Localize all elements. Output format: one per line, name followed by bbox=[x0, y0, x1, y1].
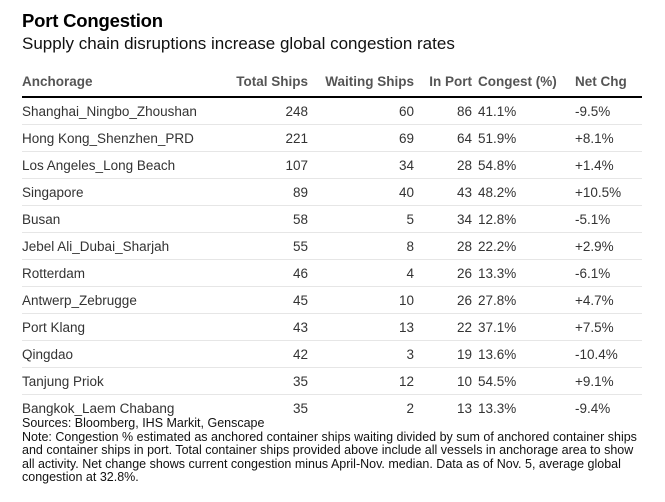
cell-waiting-ships: 4 bbox=[308, 259, 414, 287]
cell-in-port: 86 bbox=[414, 97, 472, 125]
cell-waiting-ships: 3 bbox=[308, 340, 414, 368]
cell-in-port: 22 bbox=[414, 313, 472, 341]
cell-net-change: -10.4% bbox=[575, 340, 642, 368]
table-row: Busan 58 5 34 12.8% -5.1% bbox=[22, 205, 642, 233]
table-row: Los Angeles_Long Beach 107 34 28 54.8% +1.4% bbox=[22, 151, 642, 179]
cell-in-port: 26 bbox=[414, 286, 472, 314]
cell-net-change: +1.4% bbox=[575, 151, 642, 179]
cell-waiting-ships: 40 bbox=[308, 178, 414, 206]
cell-congestion: 13.6% bbox=[472, 340, 575, 368]
cell-congestion: 27.8% bbox=[472, 286, 575, 314]
table-row: Jebel Ali_Dubai_Sharjah 55 8 28 22.2% +2.9% bbox=[22, 232, 642, 260]
cell-total-ships: 89 bbox=[222, 178, 308, 206]
table-row: Qingdao 42 3 19 13.6% -10.4% bbox=[22, 340, 642, 368]
cell-anchorage: Hong Kong_Shenzhen_PRD bbox=[22, 124, 222, 152]
cell-in-port: 13 bbox=[456, 400, 472, 416]
cell-net-change: +2.9% bbox=[575, 232, 642, 260]
table-row: Tanjung Priok 35 12 10 54.5% +9.1% bbox=[22, 367, 642, 395]
cell-net-change: +4.7% bbox=[575, 286, 642, 314]
table-row: Singapore 89 40 43 48.2% +10.5% bbox=[22, 178, 642, 206]
column-header-waiting-ships: Waiting Ships bbox=[308, 66, 414, 98]
table-body: Shanghai_Ningbo_Zhoushan 248 60 86 41.1% -9.5… bbox=[22, 97, 642, 421]
cell-net-change: -6.1% bbox=[575, 259, 642, 287]
cell-net-change: -5.1% bbox=[575, 205, 642, 233]
cell-net-change: +9.1% bbox=[575, 367, 642, 395]
cell-anchorage: Singapore bbox=[22, 178, 222, 206]
cell-in-port: 64 bbox=[414, 124, 472, 152]
cell-in-port: 28 bbox=[414, 151, 472, 179]
table-row: Rotterdam 46 4 26 13.3% -6.1% bbox=[22, 259, 642, 287]
table-row: Port Klang 43 13 22 37.1% +7.5% bbox=[22, 313, 642, 341]
cell-in-port: 34 bbox=[414, 205, 472, 233]
sources-text: Sources: Bloomberg, IHS Markit, Genscape bbox=[22, 416, 265, 430]
chart-footnotes: Sources: Bloomberg, IHS Markit, Genscape… bbox=[22, 416, 647, 485]
column-header-congestion: Congest (%) bbox=[472, 66, 575, 98]
cell-net-change: +8.1% bbox=[575, 124, 642, 152]
table-row: Shanghai_Ningbo_Zhoushan 248 60 86 41.1% -9.5… bbox=[22, 97, 642, 125]
cell-in-port: 19 bbox=[414, 340, 472, 368]
column-header-in-port: In Port bbox=[414, 66, 472, 98]
chart-subtitle: Supply chain disruptions increase global… bbox=[22, 34, 455, 53]
cell-total-ships: 45 bbox=[222, 286, 308, 314]
cell-total-ships: 35 bbox=[292, 400, 308, 416]
cell-in-port: 28 bbox=[414, 232, 472, 260]
cell-anchorage: Bangkok_Laem Chabang bbox=[22, 400, 175, 416]
table-row: Hong Kong_Shenzhen_PRD 221 69 64 51.9% +8.1% bbox=[22, 124, 642, 152]
cell-anchorage: Los Angeles_Long Beach bbox=[22, 151, 222, 179]
column-header-total-ships: Total Ships bbox=[222, 66, 308, 98]
cell-waiting-ships: 69 bbox=[308, 124, 414, 152]
table-row: Bangkok_Laem Chabang 35 2 13 13.3% -9.4% bbox=[22, 395, 642, 422]
cell-net-change: -9.5% bbox=[575, 97, 642, 125]
cell-waiting-ships: 13 bbox=[308, 313, 414, 341]
note-text: Note: Congestion % estimated as anchored… bbox=[22, 429, 637, 485]
cell-in-port: 26 bbox=[414, 259, 472, 287]
cell-waiting-ships: 34 bbox=[308, 151, 414, 179]
cell-in-port: 10 bbox=[414, 367, 472, 395]
cell-congestion: 13.3% bbox=[472, 259, 575, 287]
cell-waiting-ships: 2 bbox=[406, 400, 414, 416]
cell-anchorage: Qingdao bbox=[22, 340, 222, 368]
cell-waiting-ships: 5 bbox=[308, 205, 414, 233]
cell-congestion: 54.8% bbox=[472, 151, 575, 179]
cell-congestion: 41.1% bbox=[472, 97, 575, 125]
cell-congestion: 54.5% bbox=[472, 367, 575, 395]
cell-total-ships: 55 bbox=[222, 232, 308, 260]
column-header-anchorage: Anchorage bbox=[22, 66, 222, 98]
cell-congestion: 37.1% bbox=[472, 313, 575, 341]
cell-congestion: 22.2% bbox=[472, 232, 575, 260]
cell-waiting-ships: 8 bbox=[308, 232, 414, 260]
cell-waiting-ships: 12 bbox=[308, 367, 414, 395]
cell-total-ships: 43 bbox=[222, 313, 308, 341]
table-row: Antwerp_Zebrugge 45 10 26 27.8% +4.7% bbox=[22, 286, 642, 314]
cell-total-ships: 35 bbox=[222, 367, 308, 395]
cell-total-ships: 248 bbox=[222, 97, 308, 125]
cell-total-ships: 42 bbox=[222, 340, 308, 368]
cell-total-ships: 46 bbox=[222, 259, 308, 287]
cell-anchorage: Rotterdam bbox=[22, 259, 222, 287]
cell-in-port: 43 bbox=[414, 178, 472, 206]
cell-congestion: 51.9% bbox=[472, 124, 575, 152]
cell-total-ships: 58 bbox=[222, 205, 308, 233]
cell-congestion: 12.8% bbox=[472, 205, 575, 233]
cell-anchorage: Shanghai_Ningbo_Zhoushan bbox=[22, 97, 222, 125]
cell-anchorage: Port Klang bbox=[22, 313, 222, 341]
cell-net-change: +10.5% bbox=[575, 178, 642, 206]
column-header-net-change: Net Chg bbox=[575, 66, 642, 98]
cell-anchorage: Tanjung Priok bbox=[22, 367, 222, 395]
table-header-row: Anchorage Total Ships Waiting Ships In P… bbox=[22, 66, 642, 98]
cell-waiting-ships: 60 bbox=[308, 97, 414, 125]
cell-anchorage: Antwerp_Zebrugge bbox=[22, 286, 222, 314]
congestion-table: Anchorage Total Ships Waiting Ships In P… bbox=[22, 66, 642, 421]
cell-anchorage: Jebel Ali_Dubai_Sharjah bbox=[22, 232, 222, 260]
chart-title: Port Congestion bbox=[22, 10, 163, 31]
cell-waiting-ships: 10 bbox=[308, 286, 414, 314]
cell-anchorage: Busan bbox=[22, 205, 222, 233]
cell-total-ships: 107 bbox=[222, 151, 308, 179]
cell-congestion: 48.2% bbox=[472, 178, 575, 206]
cell-congestion: 13.3% bbox=[478, 400, 517, 416]
cell-net-change: +7.5% bbox=[575, 313, 642, 341]
cell-total-ships: 221 bbox=[222, 124, 308, 152]
cell-net-change: -9.4% bbox=[575, 400, 611, 416]
